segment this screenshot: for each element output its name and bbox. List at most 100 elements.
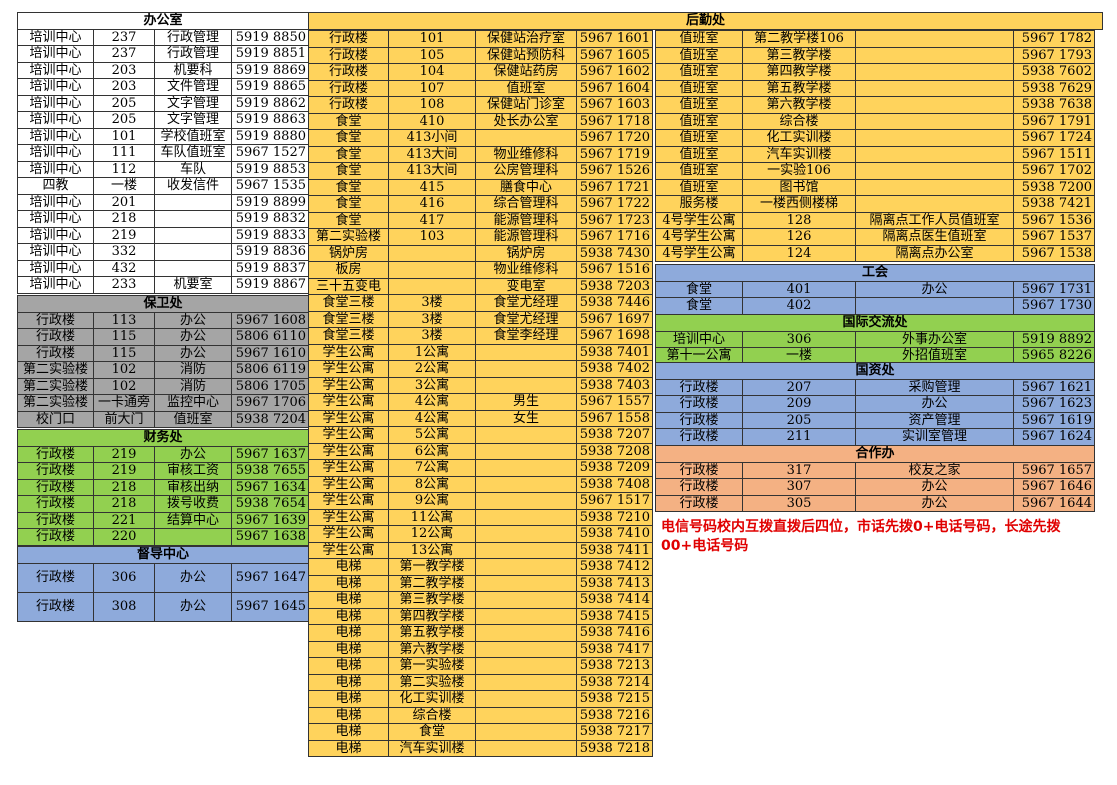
location-cell: 学生公寓 xyxy=(308,492,389,510)
department-cell: 实训室管理 xyxy=(855,428,1014,446)
room-cell: 2公寓 xyxy=(388,360,476,378)
room-cell: 综合楼 xyxy=(742,112,856,130)
location-cell: 电梯 xyxy=(308,723,389,741)
room-cell: 233 xyxy=(93,276,155,294)
intl-section: 国际交流处 培训中心 306 外事办公室 5919 8892 第十一公寓 一楼 外招值班室 59… xyxy=(655,314,1095,365)
phone-cell: 5938 7421 xyxy=(1013,195,1095,213)
department-cell: 资产管理 xyxy=(855,411,1014,429)
security-title: 保卫处 xyxy=(17,295,309,313)
location-cell: 电梯 xyxy=(308,657,389,675)
department-cell: 能源管理科 xyxy=(475,228,577,246)
phone-cell: 5967 1645 xyxy=(231,591,309,622)
department-cell xyxy=(855,195,1014,213)
room-cell: 105 xyxy=(388,46,476,64)
department-cell xyxy=(475,508,577,526)
intl-title: 国际交流处 xyxy=(655,314,1095,332)
department-cell xyxy=(855,112,1014,130)
phone-cell: 5938 7415 xyxy=(576,607,653,625)
location-cell: 学生公寓 xyxy=(308,508,389,526)
department-cell: 审核工资 xyxy=(154,462,232,480)
room-cell: 图书馆 xyxy=(742,178,856,196)
phone-cell: 5938 7208 xyxy=(576,442,653,460)
room-cell: 第四教学楼 xyxy=(388,607,476,625)
department-cell: 拨号收费 xyxy=(154,495,232,513)
department-cell: 值班室 xyxy=(475,79,577,97)
room-cell xyxy=(388,277,476,295)
room-cell: 107 xyxy=(388,79,476,97)
room-cell: 第二实验楼 xyxy=(388,673,476,691)
room-cell: 6公寓 xyxy=(388,442,476,460)
room-cell: 203 xyxy=(93,61,155,79)
department-cell xyxy=(475,459,577,477)
room-cell: 413大间 xyxy=(388,162,476,180)
phone-cell: 5938 7412 xyxy=(576,558,653,576)
department-cell: 机要科 xyxy=(154,61,232,79)
room-cell: 108 xyxy=(388,96,476,114)
room-cell: 第二教学楼 xyxy=(388,574,476,592)
room-cell: 221 xyxy=(93,511,155,529)
location-cell: 值班室 xyxy=(655,63,743,81)
location-cell: 学生公寓 xyxy=(308,376,389,394)
room-cell: 食堂 xyxy=(388,723,476,741)
department-cell: 隔离点办公室 xyxy=(855,244,1014,262)
department-cell: 办公 xyxy=(154,311,232,329)
table-row: 服务楼 一楼西侧楼梯 5938 7421 xyxy=(655,195,1095,213)
table-row: 培训中心 306 外事办公室 5919 8892 xyxy=(655,330,1095,348)
table-row: 食堂三楼 3楼 食堂李经理 5967 1698 xyxy=(308,327,653,345)
department-cell xyxy=(475,591,577,609)
location-cell: 培训中心 xyxy=(17,61,94,79)
phone-cell: 5967 1535 xyxy=(231,177,309,195)
table-row: 电梯 第五教学楼 5938 7416 xyxy=(308,624,653,642)
department-cell xyxy=(855,30,1014,48)
location-cell: 值班室 xyxy=(655,79,743,97)
department-cell: 机要室 xyxy=(154,276,232,294)
phone-cell: 5967 1782 xyxy=(1013,30,1095,48)
room-cell: 115 xyxy=(93,328,155,346)
room-cell: 104 xyxy=(388,63,476,81)
room-cell: 332 xyxy=(93,243,155,261)
location-cell: 行政楼 xyxy=(655,494,743,512)
room-cell: 128 xyxy=(742,211,856,229)
phone-cell: 5967 1791 xyxy=(1013,112,1095,130)
table-row: 行政楼 108 保健站门诊室 5967 1603 xyxy=(308,96,653,114)
location-cell: 培训中心 xyxy=(17,144,94,162)
room-cell: 413大间 xyxy=(388,145,476,163)
location-cell: 培训中心 xyxy=(655,330,743,348)
room-cell: 126 xyxy=(742,228,856,246)
phone-cell: 5919 8832 xyxy=(231,210,309,228)
location-cell: 行政楼 xyxy=(655,411,743,429)
location-cell: 行政楼 xyxy=(17,344,94,362)
room-cell: 第三教学楼 xyxy=(742,46,856,64)
table-row: 行政楼 308 办公 5967 1645 xyxy=(17,591,309,622)
table-row: 电梯 第六教学楼 5938 7417 xyxy=(308,640,653,658)
location-cell: 电梯 xyxy=(308,574,389,592)
phone-cell: 5938 7401 xyxy=(576,343,653,361)
department-cell: 车队 xyxy=(154,160,232,178)
location-cell: 电梯 xyxy=(308,739,389,757)
table-row: 培训中心 432 5919 8837 xyxy=(17,259,309,277)
department-cell: 外招值班室 xyxy=(855,347,1014,365)
location-cell: 第二实验楼 xyxy=(17,394,94,412)
table-row: 行政楼 219 审核工资 5938 7655 xyxy=(17,462,309,480)
room-cell: 306 xyxy=(742,330,856,348)
location-cell: 学生公寓 xyxy=(308,360,389,378)
finance-title: 财务处 xyxy=(17,429,309,447)
table-row: 学生公寓 5公寓 5938 7207 xyxy=(308,426,653,444)
phone-cell: 5938 7214 xyxy=(576,673,653,691)
table-row: 学生公寓 6公寓 5938 7208 xyxy=(308,442,653,460)
location-cell: 行政楼 xyxy=(308,96,389,114)
location-cell: 第十一公寓 xyxy=(655,347,743,365)
room-cell: 432 xyxy=(93,259,155,277)
location-cell: 学生公寓 xyxy=(308,426,389,444)
location-cell: 行政楼 xyxy=(17,591,94,622)
location-cell: 食堂 xyxy=(308,129,389,147)
table-row: 行政楼 207 采购管理 5967 1621 xyxy=(655,378,1095,396)
department-cell xyxy=(475,442,577,460)
table-row: 培训中心 218 5919 8832 xyxy=(17,210,309,228)
room-cell: 前大门 xyxy=(93,410,155,428)
location-cell: 4号学生公寓 xyxy=(655,211,743,229)
department-cell: 行政管理 xyxy=(154,28,232,46)
department-cell xyxy=(855,297,1014,315)
department-cell xyxy=(475,376,577,394)
department-cell xyxy=(855,79,1014,97)
